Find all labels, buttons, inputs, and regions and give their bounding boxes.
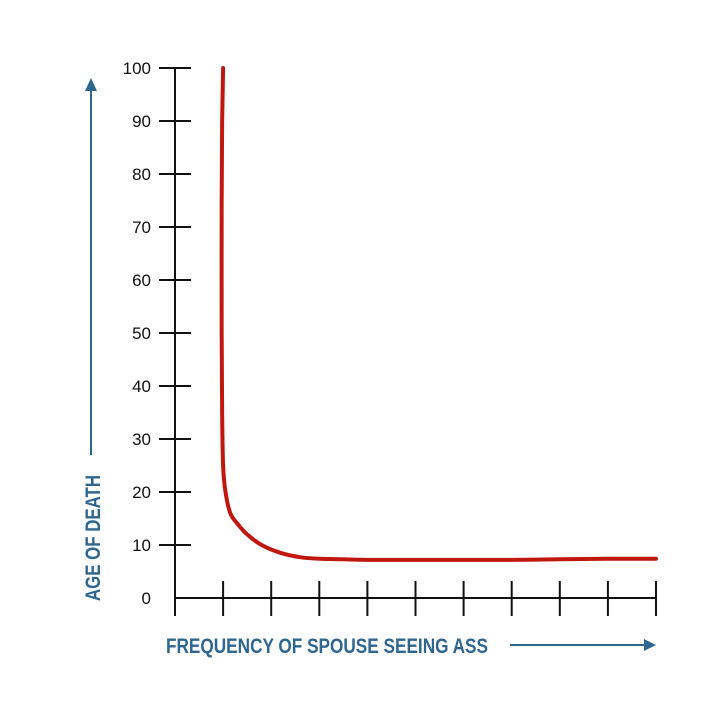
x-axis xyxy=(175,581,657,616)
y-tick-label: 50 xyxy=(132,324,151,343)
y-tick-label: 10 xyxy=(132,536,151,555)
y-tick-label: 0 xyxy=(142,589,151,608)
series-line xyxy=(219,66,658,562)
y-tick-label: 100 xyxy=(123,59,151,78)
series-group xyxy=(219,66,658,562)
y-axis-arrow xyxy=(85,78,97,455)
x-axis-arrow xyxy=(510,639,656,651)
y-axis-label: AGE OF DEATH xyxy=(82,475,105,601)
y-tick-label: 30 xyxy=(132,430,151,449)
y-tick-label: 60 xyxy=(132,271,151,290)
y-tick-label: 90 xyxy=(132,112,151,131)
x-axis-label: FREQUENCY OF SPOUSE SEEING ASS xyxy=(166,635,488,658)
y-tick-label: 80 xyxy=(132,165,151,184)
y-tick-label: 20 xyxy=(132,483,151,502)
y-tick-label: 40 xyxy=(132,377,151,396)
y-axis: 0 10 20 30 40 50 60 70 80 90 100 xyxy=(123,59,191,616)
y-tick-label: 70 xyxy=(132,218,151,237)
